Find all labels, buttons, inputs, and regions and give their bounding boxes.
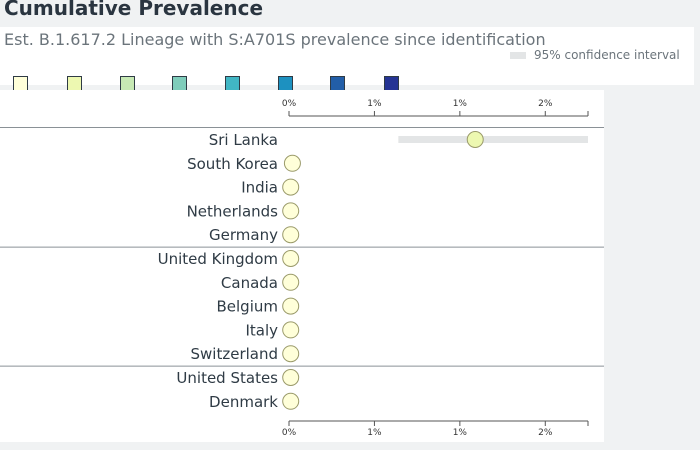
- ci-legend: 95% confidence interval: [510, 48, 680, 62]
- bottom-tick-label: 2%: [538, 428, 553, 438]
- bottom-tick-label: 0%: [282, 428, 297, 438]
- ci-legend-swatch: [510, 51, 526, 59]
- country-label: United States: [176, 369, 278, 387]
- top-tick-label: 1%: [367, 99, 382, 109]
- prevalence-point: [282, 250, 300, 267]
- country-label: India: [241, 179, 278, 197]
- legend-swatch: [225, 76, 240, 91]
- chart-subtitle: Est. B.1.617.2 Lineage with S:A701S prev…: [4, 30, 546, 49]
- prevalence-point: [282, 392, 300, 410]
- legend-item: 75-100: [384, 76, 416, 105]
- country-label: United Kingdom: [158, 250, 278, 268]
- legend-swatch: [67, 76, 82, 91]
- prevalence-point: [282, 178, 300, 196]
- legend-swatch: [384, 76, 399, 91]
- prevalence-point: [283, 154, 301, 172]
- country-label: South Korea: [187, 155, 278, 173]
- country-label: Italy: [245, 321, 278, 339]
- legend-swatch: [13, 76, 28, 91]
- confidence-interval-bar: [398, 136, 588, 143]
- prevalence-point: [282, 321, 300, 339]
- country-label: Netherlands: [187, 202, 279, 220]
- top-tick-label: 0%: [282, 99, 297, 109]
- legend-item: 50-75: [330, 76, 356, 105]
- prevalence-point: [282, 202, 300, 220]
- legend-item: 5-10: [120, 76, 140, 105]
- country-label: Switzerland: [191, 345, 279, 363]
- legend-swatch: [120, 76, 135, 91]
- legend-panel: Est. B.1.617.2 Lineage with S:A701S prev…: [0, 27, 694, 105]
- legend-item: 0-1: [13, 76, 28, 105]
- bottom-tick-label: 1%: [453, 428, 468, 438]
- legend-swatch: [172, 76, 187, 91]
- prevalence-point: [282, 345, 300, 363]
- legend-item: 10-20: [172, 76, 198, 105]
- prevalence-chart: 0% 1% 1% 2% 0% 1% 1% 2% Sri Lanka South Korea Indi…: [0, 99, 604, 438]
- chart-title: Cumulative Prevalence: [4, 0, 264, 20]
- prevalence-point: [282, 273, 300, 291]
- country-label: Germany: [209, 226, 278, 244]
- ci-legend-label: 95% confidence interval: [534, 48, 680, 62]
- legend-item: 35-50: [278, 76, 304, 105]
- prevalence-point: [282, 226, 300, 244]
- legend-swatch: [278, 76, 293, 91]
- country-label: Denmark: [209, 393, 278, 411]
- top-tick-label: 2%: [538, 99, 553, 109]
- legend-item: 1-5: [67, 76, 82, 105]
- country-label: Sri Lanka: [209, 131, 278, 149]
- top-tick-label: 1%: [453, 99, 468, 109]
- legend-swatch: [330, 76, 345, 91]
- country-label: Canada: [221, 274, 278, 292]
- legend-item: 20-35: [225, 76, 251, 105]
- prevalence-point: [282, 297, 300, 315]
- chart-panel: 0% 1% 1% 2% 0% 1% 1% 2% Sri Lanka South Korea Indi…: [0, 90, 604, 442]
- country-label: Belgium: [217, 298, 279, 316]
- bottom-tick-label: 1%: [367, 428, 382, 438]
- prevalence-point: [282, 369, 300, 386]
- prevalence-point: [466, 131, 484, 148]
